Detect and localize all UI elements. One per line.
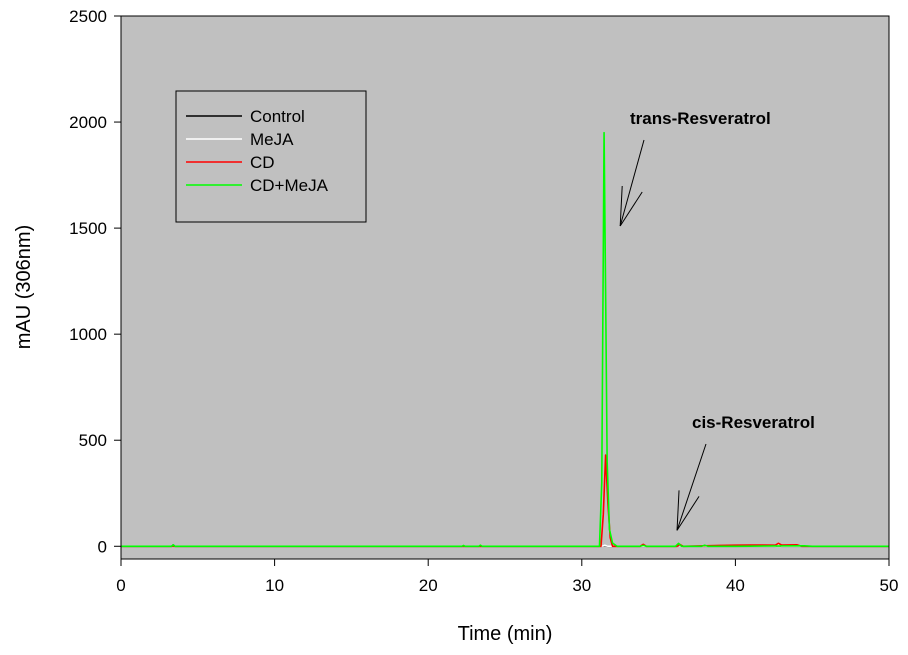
annotation-trans-resveratrol: trans-Resveratrol	[630, 109, 771, 128]
x-axis-title: Time (min)	[458, 623, 553, 645]
legend-label-cd-meja: CD+MeJA	[250, 176, 329, 195]
annotation-arrowhead-cis-resveratrol	[676, 496, 700, 531]
y-tick-label: 2000	[69, 113, 107, 132]
y-tick-label: 500	[79, 431, 107, 450]
y-axis-title: mAU (306nm)	[13, 225, 35, 349]
annotation-cis-resveratrol: cis-Resveratrol	[692, 413, 815, 432]
legend: Control MeJA CD CD+MeJA	[175, 90, 367, 223]
x-tick-label: 30	[572, 576, 591, 595]
annotation-arrow-trans-resveratrol	[619, 139, 645, 227]
legend-label-meja: MeJA	[250, 130, 294, 149]
x-tick-label: 0	[116, 576, 125, 595]
series-lines	[121, 131, 889, 548]
y-tick-label: 2500	[69, 7, 107, 26]
y-tick-label: 1000	[69, 325, 107, 344]
x-tick-label: 20	[419, 576, 438, 595]
series-line-cd-meja	[121, 131, 889, 548]
y-tick-label: 0	[98, 537, 107, 556]
x-tick-label: 40	[726, 576, 745, 595]
legend-label-control: Control	[250, 107, 305, 126]
x-tick-label: 50	[880, 576, 899, 595]
x-tick-label: 10	[265, 576, 284, 595]
annotation-arrowhead-trans-resveratrol	[619, 191, 643, 227]
annotation-arrowhead-cis-resveratrol	[676, 490, 680, 531]
annotation-arrowhead-trans-resveratrol	[619, 185, 623, 227]
annotations: trans-Resveratrol cis-Resveratrol	[619, 109, 815, 531]
y-tick-label: 1500	[69, 219, 107, 238]
legend-label-cd: CD	[250, 153, 275, 172]
legend-box	[175, 90, 367, 223]
series-line-cd	[121, 454, 889, 548]
plot-frame	[120, 15, 890, 560]
annotation-arrow-cis-resveratrol	[676, 443, 707, 531]
